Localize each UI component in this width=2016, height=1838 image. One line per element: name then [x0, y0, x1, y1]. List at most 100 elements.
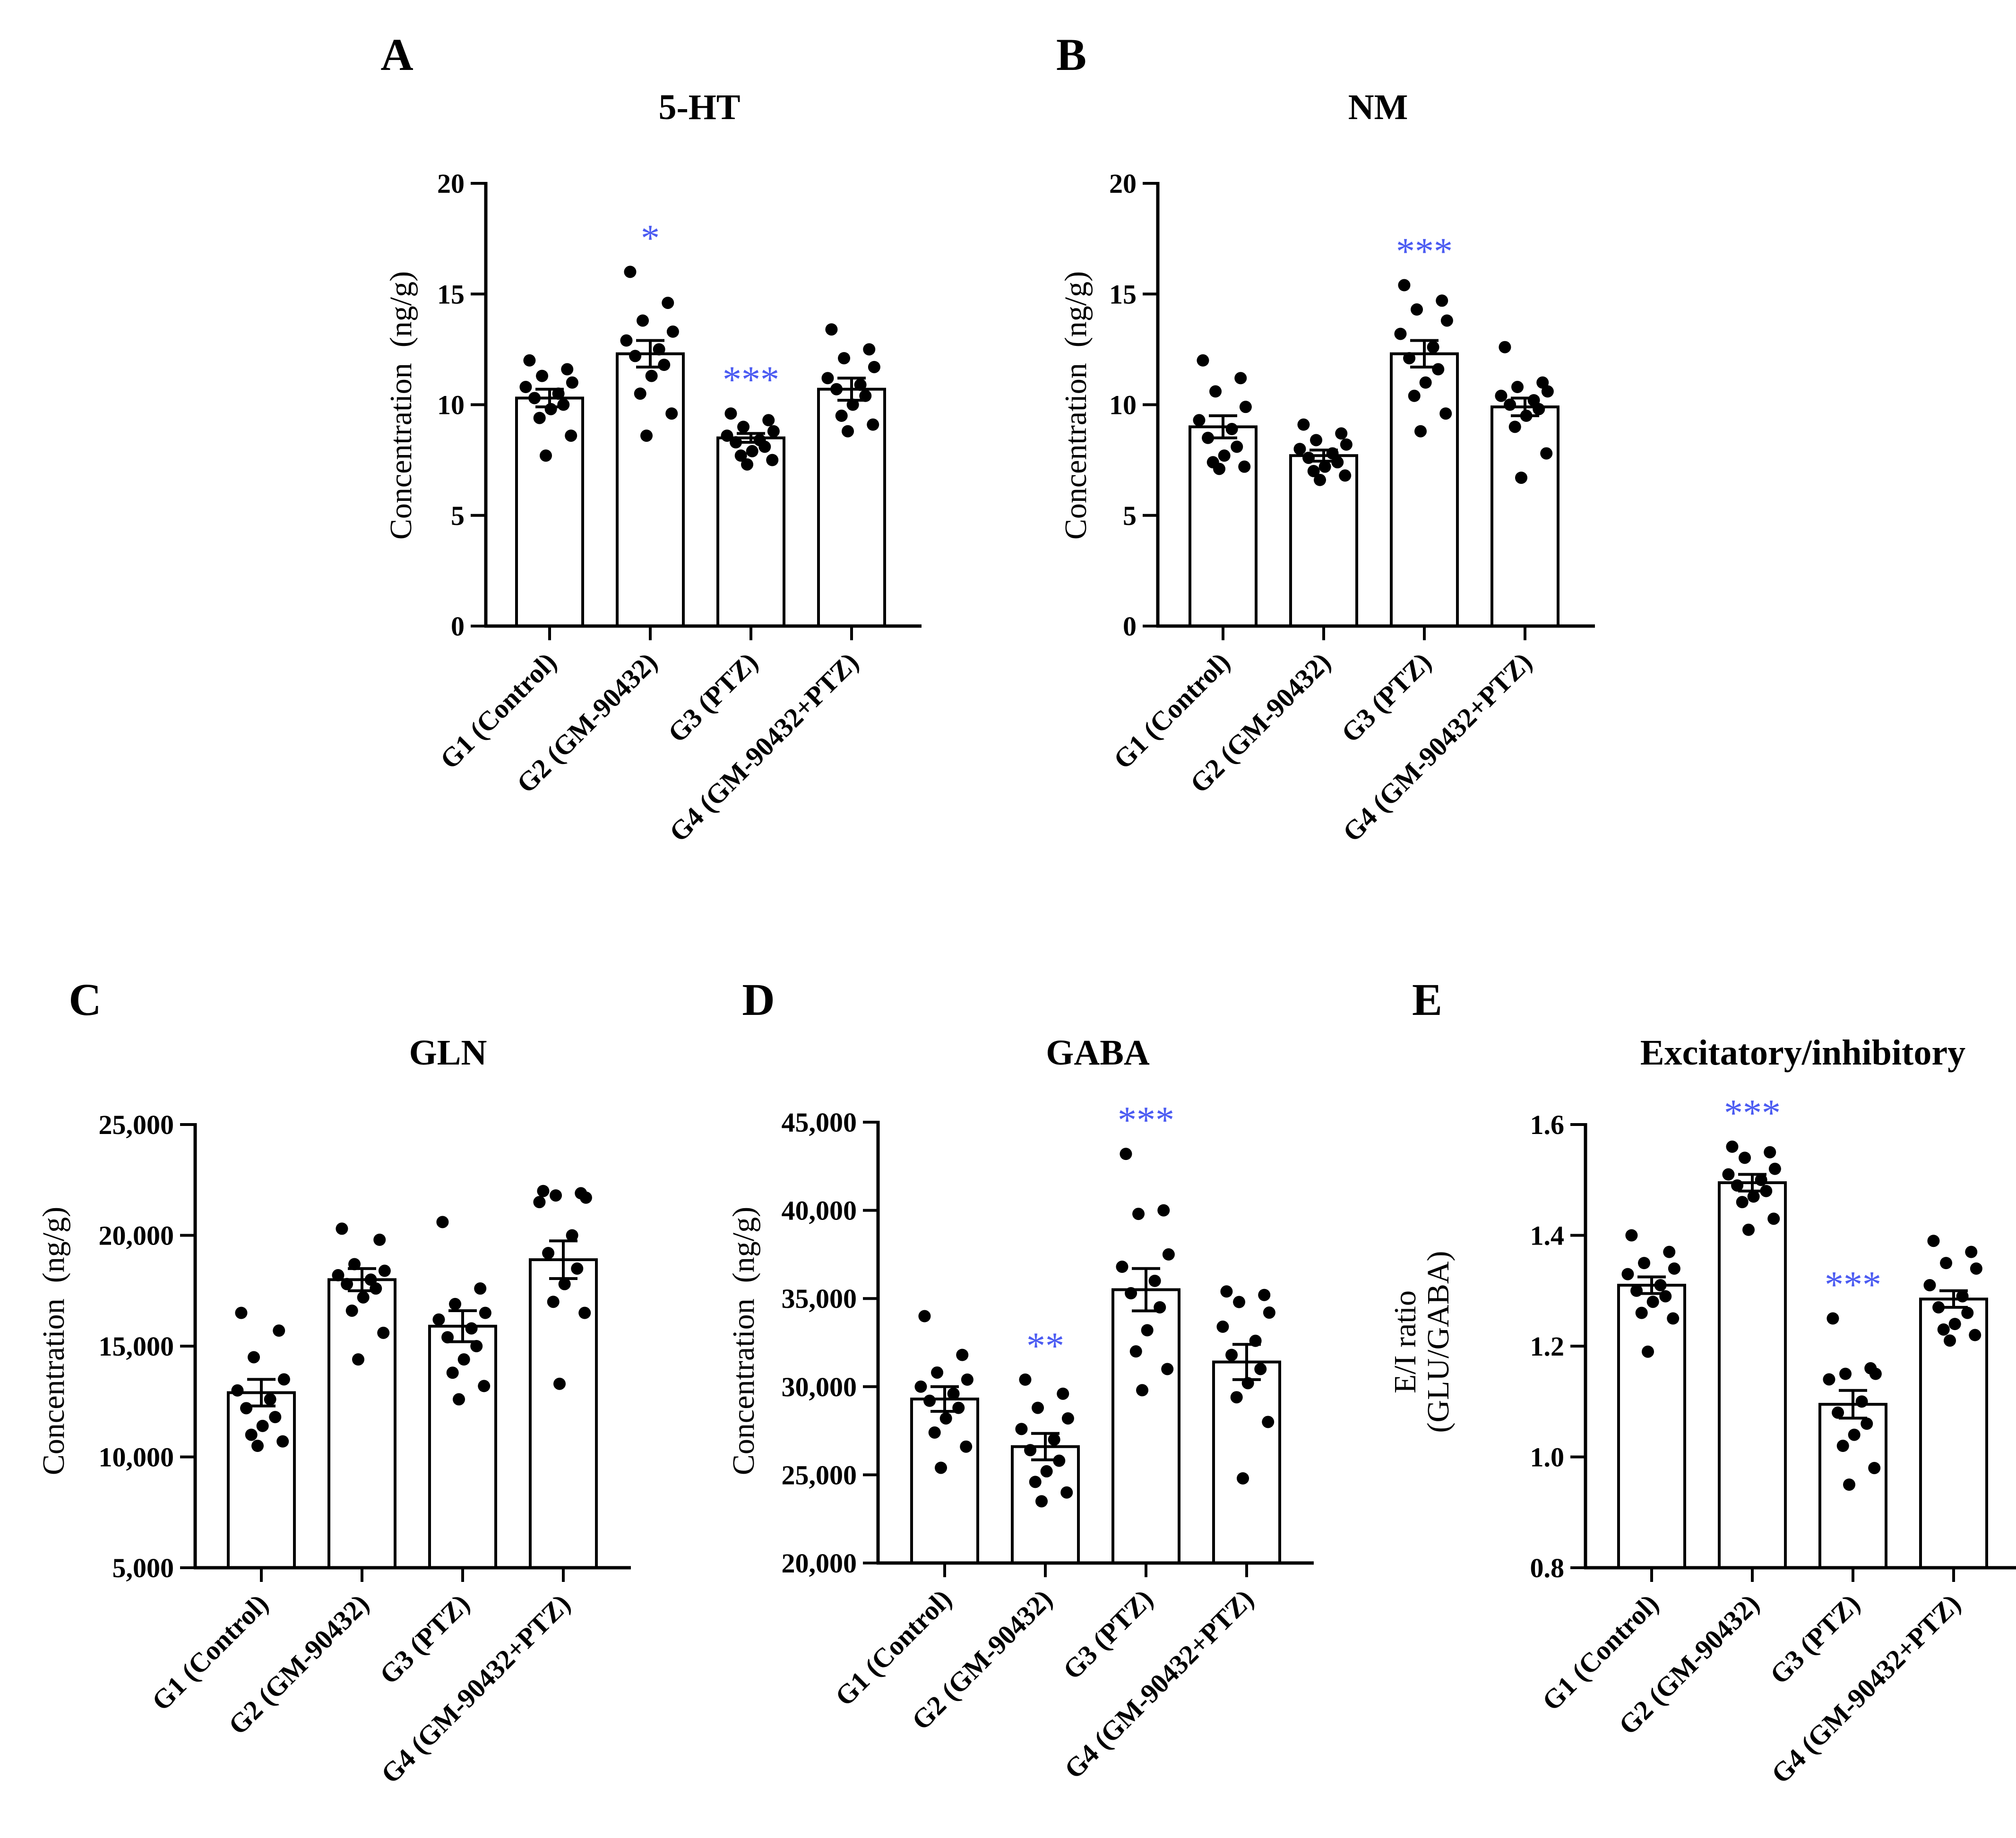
- data-point: [1630, 1284, 1643, 1297]
- data-point: [1923, 1279, 1936, 1292]
- data-point: [1032, 1401, 1044, 1414]
- data-point: [479, 1306, 491, 1319]
- data-point: [1970, 1262, 1982, 1275]
- data-point: [1642, 1345, 1654, 1358]
- data-point: [547, 1296, 560, 1308]
- data-point: [1511, 381, 1524, 394]
- data-point: [634, 387, 646, 400]
- data-point: [1965, 1245, 1978, 1258]
- y-axis-label-line: E/I ratio: [1388, 1290, 1422, 1393]
- data-point: [767, 425, 780, 438]
- data-point: [1764, 1146, 1776, 1159]
- data-point: [821, 372, 834, 385]
- y-tick-label: 45,000: [782, 1107, 857, 1138]
- significance-stars: ***: [723, 359, 779, 401]
- data-point: [553, 1377, 566, 1390]
- data-point: [1948, 1318, 1961, 1331]
- data-point: [453, 1393, 465, 1406]
- data-point: [558, 1278, 571, 1290]
- data-point: [1238, 460, 1251, 473]
- data-point: [1855, 1395, 1868, 1408]
- data-point: [1048, 1433, 1060, 1446]
- data-point: [662, 296, 674, 309]
- data-point: [1318, 460, 1331, 473]
- y-tick-label: 0: [1123, 611, 1137, 642]
- data-point: [737, 421, 750, 433]
- x-tick-label: G3 (PTZ): [1335, 646, 1437, 748]
- bar-c-2: [327, 1278, 396, 1570]
- data-point: [1335, 427, 1348, 440]
- data-point: [1843, 1478, 1856, 1491]
- significance-stars: **: [1026, 1325, 1064, 1367]
- data-point: [235, 1306, 248, 1319]
- data-point: [1220, 1285, 1233, 1298]
- y-tick-label: 25,000: [99, 1109, 174, 1140]
- data-point: [914, 1380, 927, 1393]
- data-point: [867, 418, 879, 431]
- chart-title: GLN: [409, 1033, 487, 1073]
- data-point: [1339, 469, 1352, 482]
- data-point: [579, 1191, 592, 1204]
- data-point: [1414, 425, 1427, 438]
- y-axis-label: Concentration (ng/g): [726, 1207, 761, 1475]
- data-point: [336, 1222, 348, 1235]
- data-point: [536, 369, 549, 382]
- data-point: [1057, 1387, 1069, 1400]
- data-point: [1736, 1196, 1749, 1209]
- data-point: [566, 1229, 578, 1242]
- data-point: [1310, 434, 1323, 447]
- data-point: [1293, 443, 1306, 455]
- data-point: [762, 414, 775, 427]
- data-point: [1726, 1140, 1739, 1153]
- data-point: [1394, 327, 1407, 340]
- data-point: [1411, 303, 1423, 316]
- data-point: [277, 1373, 290, 1386]
- x-tick-label: G4 (GM-90432+PTZ): [375, 1588, 576, 1789]
- x-tick-label: G4 (GM-90432+PTZ): [1058, 1583, 1259, 1785]
- y-tick-label: 5: [1123, 500, 1137, 531]
- data-point: [741, 458, 754, 471]
- y-axis-label: Concentration (ng/g): [36, 1207, 71, 1475]
- data-point: [1621, 1268, 1634, 1280]
- data-point: [645, 369, 658, 382]
- data-point: [533, 412, 546, 424]
- data-point: [658, 359, 671, 371]
- data-point: [1216, 1320, 1229, 1333]
- data-point: [1239, 401, 1252, 413]
- y-tick-label: 25,000: [782, 1460, 857, 1490]
- data-point: [637, 314, 649, 327]
- data-point: [523, 354, 536, 367]
- data-point: [1398, 279, 1411, 292]
- data-point: [449, 1297, 462, 1310]
- y-tick-label: 0: [451, 611, 465, 642]
- data-point: [1035, 1495, 1048, 1508]
- chart-title: 5-HT: [658, 87, 740, 127]
- data-point: [1504, 398, 1516, 411]
- data-point: [939, 1412, 952, 1425]
- data-point: [918, 1310, 931, 1323]
- data-point: [1499, 341, 1511, 353]
- y-tick-label: 5: [451, 500, 465, 531]
- data-point: [1541, 385, 1554, 398]
- data-point: [240, 1402, 253, 1415]
- data-point: [478, 1380, 491, 1392]
- bar-b-3: [1390, 352, 1459, 627]
- data-point: [1638, 1257, 1651, 1270]
- data-point: [1234, 372, 1247, 385]
- data-point: [377, 1326, 390, 1339]
- data-point: [1225, 1348, 1238, 1361]
- y-tick-label: 1.4: [1530, 1220, 1565, 1251]
- y-tick-label: 20: [437, 168, 465, 199]
- data-point: [935, 1461, 948, 1474]
- y-tick-label: 15: [437, 279, 465, 309]
- data-point: [1141, 1324, 1154, 1337]
- y-tick-label: 1.2: [1530, 1331, 1565, 1362]
- data-point: [1635, 1306, 1648, 1319]
- data-point: [1848, 1428, 1861, 1441]
- data-point: [931, 1366, 944, 1379]
- data-point: [1533, 403, 1545, 415]
- data-point: [1015, 1423, 1028, 1435]
- panel-c: C GLN Concentration (ng/g) 5,000 10,000 15,00…: [36, 974, 631, 1789]
- data-point: [561, 363, 574, 376]
